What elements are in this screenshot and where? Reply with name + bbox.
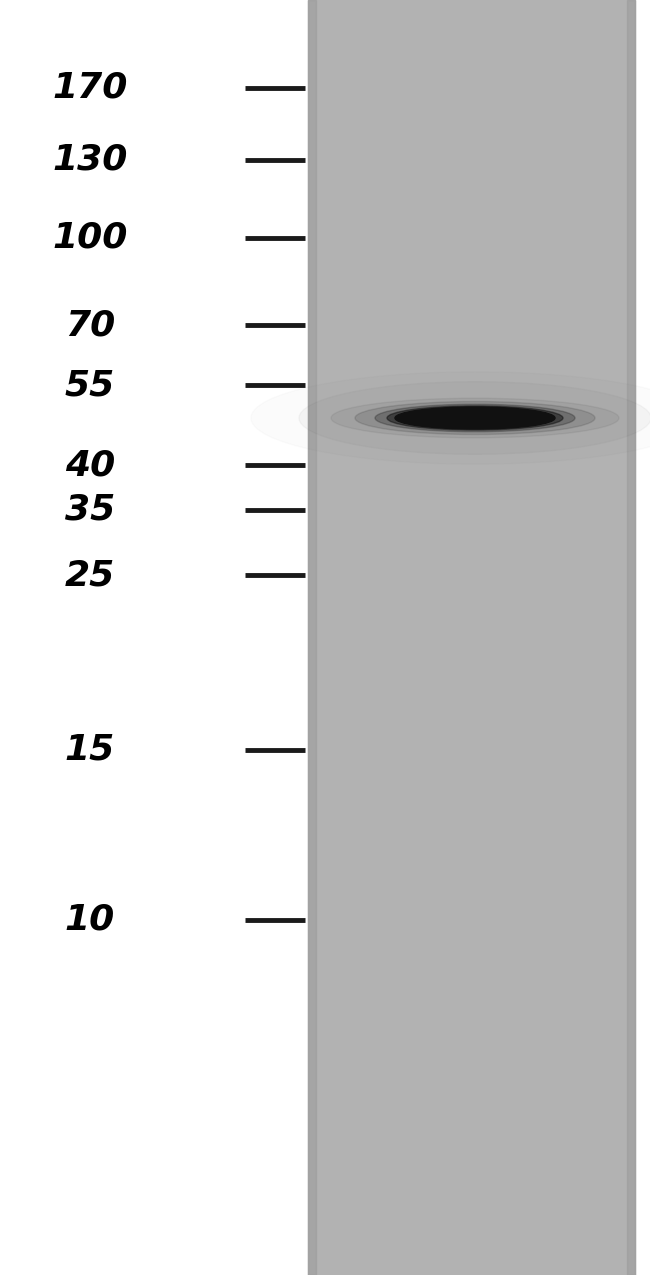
Text: 10: 10 xyxy=(65,903,115,937)
Ellipse shape xyxy=(395,407,555,428)
Bar xyxy=(627,0,635,1275)
Text: 25: 25 xyxy=(65,558,115,592)
Bar xyxy=(308,0,316,1275)
Text: 170: 170 xyxy=(52,71,127,105)
Text: 100: 100 xyxy=(52,221,127,255)
Ellipse shape xyxy=(355,402,595,435)
Text: 130: 130 xyxy=(52,143,127,177)
Bar xyxy=(308,0,635,1275)
Ellipse shape xyxy=(331,398,619,437)
Ellipse shape xyxy=(375,404,575,432)
Text: 70: 70 xyxy=(65,309,115,342)
Text: 15: 15 xyxy=(65,733,115,768)
Ellipse shape xyxy=(387,405,563,430)
Text: 35: 35 xyxy=(65,493,115,527)
Text: 55: 55 xyxy=(65,368,115,402)
Text: 40: 40 xyxy=(65,448,115,482)
